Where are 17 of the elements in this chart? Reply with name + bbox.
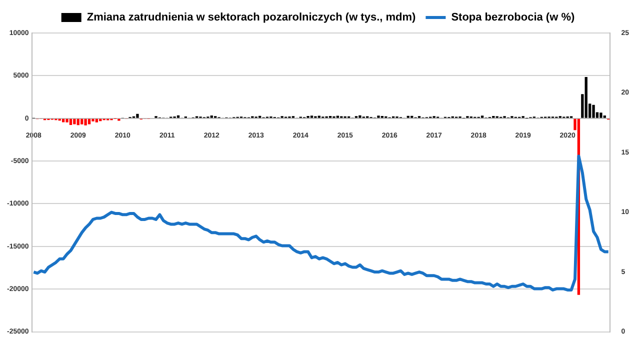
bar	[69, 118, 72, 125]
bar	[600, 112, 602, 118]
bar	[358, 115, 362, 118]
bar	[80, 118, 84, 124]
bar	[210, 115, 213, 118]
bar	[592, 104, 595, 118]
bar	[84, 118, 87, 126]
bar	[76, 118, 80, 126]
bar	[92, 118, 94, 122]
legend-label: Zmiana zatrudnienia w sektorach pozarolniczych (w tys., mdm)	[86, 12, 416, 24]
bar	[73, 118, 76, 124]
bar	[136, 114, 139, 118]
bar	[66, 118, 68, 122]
bar	[176, 115, 180, 118]
legend-label: Stopa bezrobocia (w %)	[451, 12, 575, 24]
bar	[95, 118, 98, 122]
bar	[584, 77, 588, 118]
